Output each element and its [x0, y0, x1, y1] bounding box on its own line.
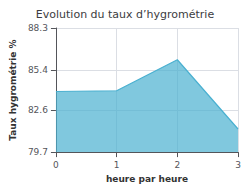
svg-text:3: 3 — [235, 160, 241, 170]
svg-text:82.6: 82.6 — [28, 105, 48, 115]
svg-text:79.7: 79.7 — [28, 147, 48, 157]
svg-text:heure par heure: heure par heure — [106, 174, 188, 184]
svg-text:85.4: 85.4 — [28, 65, 48, 75]
svg-text:Taux hygrométrie %: Taux hygrométrie % — [8, 39, 18, 140]
svg-text:Evolution du taux d’hygrométri: Evolution du taux d’hygrométrie — [36, 8, 215, 21]
svg-text:88.3: 88.3 — [28, 23, 48, 33]
svg-text:2: 2 — [174, 160, 180, 170]
svg-text:1: 1 — [114, 160, 120, 170]
svg-text:0: 0 — [53, 160, 59, 170]
